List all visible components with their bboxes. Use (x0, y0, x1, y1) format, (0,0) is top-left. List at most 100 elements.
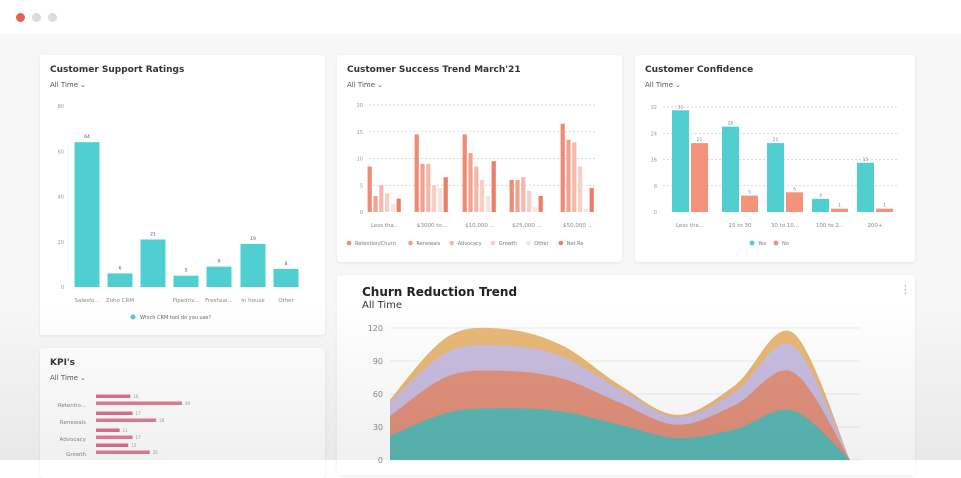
data-label: 6 (793, 186, 796, 192)
time-range-dropdown[interactable]: All Time ⌄ (347, 81, 383, 89)
data-label: 40 (185, 401, 191, 406)
bar (480, 179, 485, 212)
bar (107, 273, 133, 287)
data-label: 17 (136, 411, 142, 416)
data-label: 5 (748, 190, 751, 196)
data-label: 15 (863, 157, 869, 163)
x-tick-label: Pipedriv... (173, 298, 200, 304)
card-title: Churn Reduction Trend (362, 285, 518, 299)
bar (96, 435, 133, 439)
bar (140, 239, 166, 287)
bar (390, 203, 395, 212)
legend-label: Renewals (417, 241, 441, 247)
bar (741, 195, 758, 212)
data-label: 17 (136, 435, 142, 440)
x-tick-label: 100 to 2... (816, 223, 845, 229)
customer-confidence-chart: 0 8 16 24 32 31 21 Less tha... 26 5 15 to 30 21 6 30 … (651, 104, 897, 247)
time-range-value: All Time (50, 81, 79, 89)
maximize-window-button[interactable] (48, 13, 57, 22)
legend-marker (130, 314, 136, 320)
time-range-value: All Time (347, 81, 376, 89)
data-label: 1 (838, 203, 841, 209)
bar (96, 411, 133, 415)
minimize-window-button[interactable] (32, 13, 41, 22)
bar (96, 450, 150, 454)
data-label: 26 (728, 121, 734, 127)
bar (831, 208, 848, 212)
close-window-button[interactable] (16, 13, 25, 22)
legend-marker (526, 240, 531, 246)
bar (767, 143, 784, 212)
bar (578, 166, 583, 212)
data-label: 11 (123, 428, 129, 433)
bar (515, 179, 520, 212)
y-tick-label: 60 (373, 390, 383, 399)
bar (691, 143, 708, 212)
chevron-down-icon: ⌄ (675, 81, 681, 89)
legend-label: Net Re (567, 241, 584, 247)
churn-trend-chart: 0 30 60 90 120 (368, 324, 860, 465)
bar (240, 244, 266, 287)
bar (509, 179, 514, 212)
legend-marker (558, 240, 564, 246)
window-titlebar (0, 0, 961, 34)
y-tick-label: 16 (651, 158, 657, 164)
data-label: 8 (285, 261, 288, 267)
time-range-dropdown[interactable]: All Time ⌄ (50, 81, 86, 89)
bar (521, 177, 526, 212)
bar (722, 126, 739, 212)
legend-label: Retention/Churn (355, 241, 396, 247)
data-label: 1 (883, 203, 886, 209)
x-tick-label: Salesfo... (74, 298, 99, 304)
x-tick-label: Less tha... (676, 223, 704, 229)
bar (474, 166, 479, 212)
bar (468, 153, 473, 212)
bar (566, 139, 571, 212)
card-title: KPI's (50, 358, 76, 368)
y-tick-label: 120 (368, 324, 383, 333)
support-ratings-chart: 0 20 40 60 80 64 Salesfo... 6 Zoho CRM 21 5 Pipedri… (58, 104, 299, 321)
data-label: 25 (153, 450, 159, 455)
bar (812, 198, 829, 212)
data-label: 64 (84, 134, 90, 140)
time-range-dropdown[interactable]: All Time ⌄ (645, 81, 681, 89)
bar (583, 209, 588, 212)
bar (432, 185, 437, 212)
bar (96, 418, 157, 422)
bar (379, 185, 384, 212)
bar (426, 163, 431, 212)
x-tick-label: Zoho CRM (106, 298, 134, 304)
data-label: 21 (150, 231, 156, 237)
chevron-down-icon: ⌄ (377, 81, 383, 89)
data-label: 21 (773, 137, 779, 143)
y-tick-label: 0 (360, 210, 363, 216)
legend-marker (408, 240, 413, 246)
data-label: 4 (819, 193, 822, 199)
y-tick-label: 5 (360, 183, 363, 189)
bar (385, 193, 390, 212)
bar (74, 142, 100, 287)
bar (96, 443, 129, 447)
bar (443, 177, 448, 212)
x-tick-label: $10,000 ... (465, 223, 495, 229)
data-label: 31 (678, 104, 684, 110)
x-tick-label: $25,000 ... (512, 223, 542, 229)
legend-marker (346, 240, 352, 246)
time-range-dropdown[interactable]: All Time ⌄ (50, 374, 86, 382)
kebab-icon[interactable]: ⋮ (900, 283, 911, 296)
bar (857, 162, 874, 212)
kpi-card: KPI's All Time ⌄ Retentio... 16 40 Renewals 1… (40, 348, 325, 478)
bar (560, 123, 565, 212)
data-label: 28 (159, 418, 165, 423)
y-tick-label: 20 (58, 240, 64, 246)
churn-reduction-trend-card: Churn Reduction Trend All Time ⋮ 0 30 60 90… (337, 275, 915, 475)
data-label: 5 (185, 268, 188, 274)
x-tick-label: 15 to 30 (728, 223, 752, 229)
y-tick-label: Renewals (60, 420, 86, 426)
bar (396, 198, 401, 212)
legend-marker (773, 240, 779, 246)
card-title: Customer Confidence (645, 65, 754, 75)
x-tick-label: 200+ (867, 223, 882, 229)
data-label: 9 (218, 259, 221, 265)
data-label: 15 (131, 443, 137, 448)
